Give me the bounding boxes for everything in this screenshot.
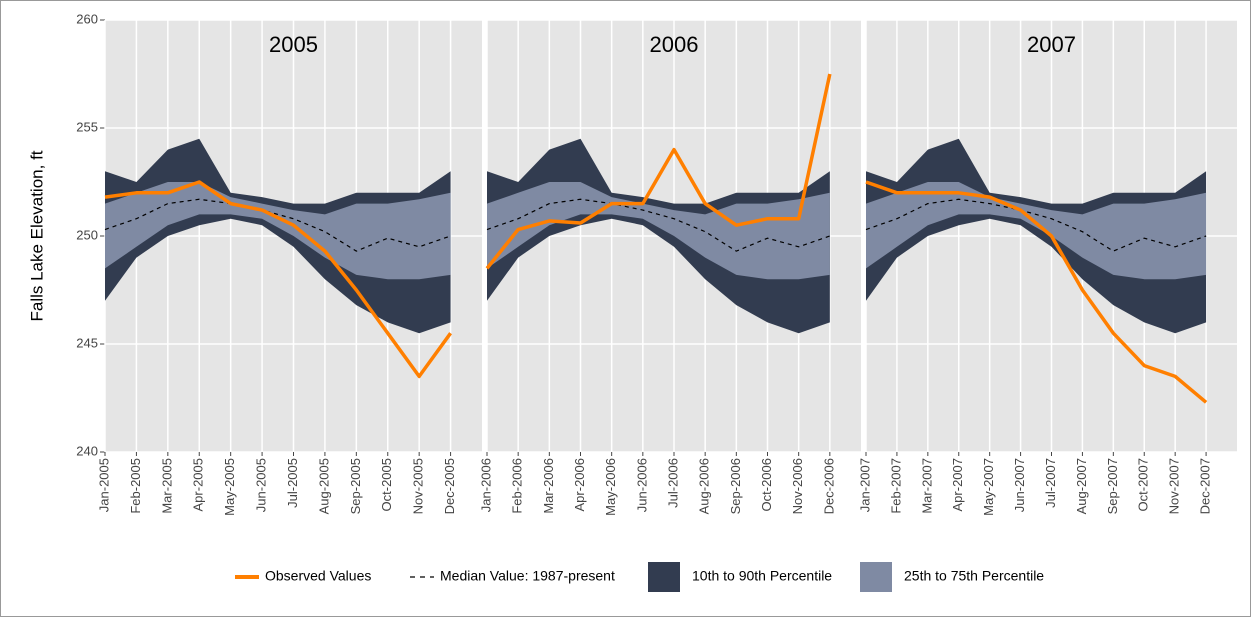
x-tick-label: Nov-2005: [411, 458, 426, 514]
legend-label: Observed Values: [265, 568, 371, 584]
x-tick-label: Feb-2006: [510, 458, 525, 514]
percentile-band: [105, 182, 451, 280]
panel-title: 2005: [269, 32, 318, 57]
x-tick-label: Mar-2005: [159, 458, 174, 514]
observed-line: [485, 73, 832, 270]
x-tick-label: Mar-2007: [919, 458, 934, 514]
x-tick-label: Jan-2007: [857, 458, 872, 512]
x-tick-label: Jun-2006: [634, 458, 649, 512]
x-tick-label: May-2005: [222, 458, 237, 516]
percentile-band: [487, 182, 830, 280]
x-tick-label: Nov-2007: [1167, 458, 1182, 514]
y-axis-label: Falls Lake Elevation, ft: [27, 150, 46, 321]
y-tick-label: 245: [76, 335, 98, 350]
x-tick-label: Apr-2007: [950, 458, 965, 511]
x-tick-label: Dec-2007: [1198, 458, 1213, 514]
observed-line: [865, 180, 1208, 404]
x-tick-label: Nov-2006: [790, 458, 805, 514]
x-tick-label: Dec-2006: [821, 458, 836, 514]
x-tick-label: Sep-2005: [348, 458, 363, 514]
x-tick-label: Jul-2007: [1043, 458, 1058, 508]
x-tick-label: Aug-2005: [316, 458, 331, 514]
x-tick-label: Oct-2007: [1136, 458, 1151, 511]
x-tick-label: May-2007: [981, 458, 996, 516]
x-tick-label: Feb-2007: [888, 458, 903, 514]
x-tick-label: May-2006: [603, 458, 618, 516]
x-tick-label: Apr-2006: [572, 458, 587, 511]
x-tick-label: Jun-2005: [254, 458, 269, 512]
legend-label: Median Value: 1987-present: [440, 568, 615, 584]
y-tick-label: 240: [76, 443, 98, 458]
x-tick-label: Jul-2006: [665, 458, 680, 508]
legend-swatch: [648, 562, 680, 592]
median-line: [104, 198, 451, 252]
x-tick-label: Jan-2005: [96, 458, 111, 512]
median-line: [865, 198, 1207, 252]
x-tick-label: Apr-2005: [191, 458, 206, 511]
x-tick-label: Oct-2005: [379, 458, 394, 511]
x-tick-label: Oct-2006: [759, 458, 774, 511]
x-tick-label: Aug-2006: [697, 458, 712, 514]
x-tick-label: Aug-2007: [1074, 458, 1089, 514]
x-tick-label: Sep-2006: [728, 458, 743, 514]
x-tick-label: Mar-2006: [541, 458, 556, 514]
x-tick-label: Jul-2005: [285, 458, 300, 508]
y-tick-label: 255: [76, 119, 98, 134]
panel-title: 2006: [650, 32, 699, 57]
panel-title: 2007: [1027, 32, 1076, 57]
y-tick-label: 260: [76, 11, 98, 26]
x-tick-label: Sep-2007: [1105, 458, 1120, 514]
legend-swatch: [860, 562, 892, 592]
observed-line: [104, 180, 452, 379]
legend-label: 25th to 75th Percentile: [904, 568, 1044, 584]
x-tick-label: Feb-2005: [128, 458, 143, 514]
x-tick-label: Dec-2005: [442, 458, 457, 514]
y-tick-label: 250: [76, 227, 98, 242]
x-tick-label: Jun-2007: [1012, 458, 1027, 512]
legend-label: 10th to 90th Percentile: [692, 568, 832, 584]
median-line: [486, 198, 831, 252]
x-tick-label: Jan-2006: [478, 458, 493, 512]
percentile-band: [866, 182, 1207, 280]
